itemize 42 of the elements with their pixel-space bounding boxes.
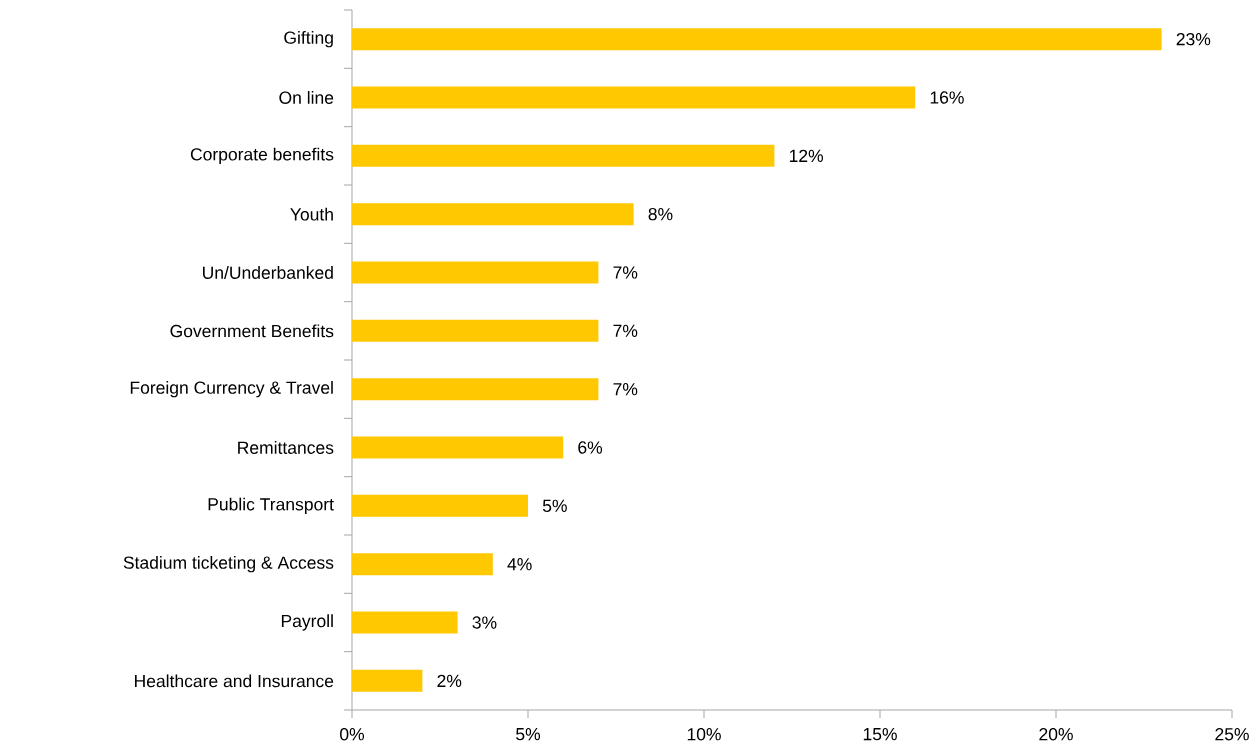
- x-tick-label: 10%: [687, 728, 721, 741]
- data-label: 23%: [1176, 32, 1211, 46]
- bar: [352, 611, 458, 634]
- data-label: 7%: [613, 324, 638, 337]
- y-tick-label: Public Transport: [208, 497, 334, 514]
- y-tick-label: Remittances: [238, 441, 334, 454]
- y-tick-label: Gifting: [284, 31, 333, 48]
- x-tick-label: 25%: [1215, 728, 1249, 741]
- y-tick-label: On line: [279, 91, 334, 104]
- bar: [352, 378, 599, 401]
- data-label: 16%: [930, 91, 964, 104]
- y-tick-label: Payroll: [281, 614, 333, 631]
- data-label: 4%: [507, 558, 532, 571]
- y-tick-label: Un/Underbanked: [203, 266, 333, 279]
- bar: [352, 436, 564, 459]
- data-label: 5%: [542, 499, 567, 512]
- y-tick-label: Government Benefits: [170, 324, 334, 338]
- y-tick-label: Healthcare and Insurance: [135, 674, 334, 688]
- data-label: 12%: [789, 149, 824, 162]
- data-label: 7%: [613, 266, 638, 279]
- data-label: 7%: [613, 383, 638, 396]
- y-tick-label: Stadium ticketing & Access: [123, 556, 334, 573]
- x-tick-label: 20%: [1039, 728, 1073, 741]
- y-tick-label: Youth: [290, 207, 333, 221]
- bar: [352, 261, 599, 284]
- data-label: 8%: [648, 207, 673, 221]
- x-tick-label: 5%: [516, 728, 541, 741]
- x-tick-label: 15%: [863, 728, 897, 741]
- bar: [352, 203, 634, 226]
- bar: [352, 494, 529, 517]
- y-tick-label: Foreign Currency & Travel: [130, 381, 333, 398]
- y-tick-label: Corporate benefits: [190, 147, 334, 164]
- bar: [352, 86, 916, 109]
- bar: [352, 669, 423, 692]
- bar: [352, 553, 493, 576]
- data-label: 3%: [472, 616, 497, 629]
- data-label: 6%: [578, 441, 603, 454]
- bar: [352, 28, 1162, 51]
- data-label: 2%: [437, 674, 462, 687]
- x-tick-label: 0%: [340, 728, 365, 741]
- bar: [352, 319, 599, 342]
- bar: [352, 144, 775, 167]
